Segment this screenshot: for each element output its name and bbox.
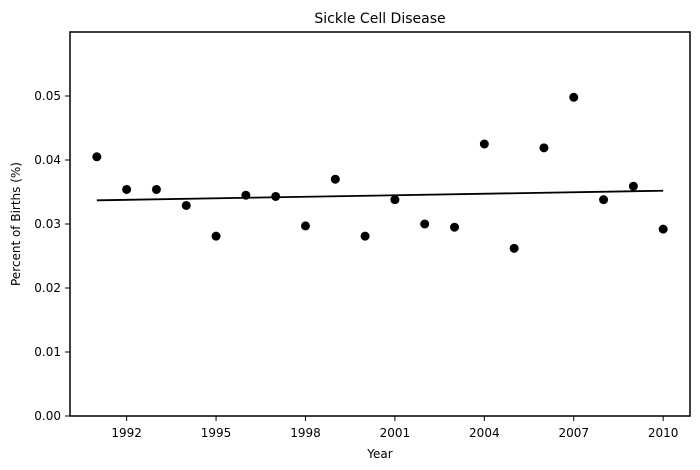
y-tick-label: 0.00 [34, 409, 61, 423]
data-point [390, 195, 400, 205]
chart-title: Sickle Cell Disease [314, 11, 445, 27]
data-point [420, 219, 430, 229]
y-axis-label: Percent of Births (%) [9, 162, 23, 286]
data-point [92, 152, 102, 162]
data-point [628, 181, 638, 191]
x-tick-label: 1995 [201, 426, 232, 440]
y-tick-label: 0.01 [34, 345, 61, 359]
data-point [151, 184, 161, 194]
x-tick-label: 2007 [558, 426, 589, 440]
data-point [569, 92, 579, 102]
plot-frame [69, 31, 691, 417]
data-point [300, 221, 310, 231]
data-point [599, 195, 609, 205]
data-point [122, 184, 132, 194]
plot-area: 1992 1995 1998 2001 2004 2007 2010 0.00 0.01 0.02… [34, 31, 691, 440]
x-tick-label: 2004 [469, 426, 500, 440]
data-point [181, 200, 191, 210]
y-tick-label: 0.04 [34, 153, 61, 167]
data-point [330, 174, 340, 184]
x-axis-label: Year [366, 447, 392, 461]
data-point [539, 143, 549, 153]
y-tick-label: 0.03 [34, 217, 61, 231]
data-point [658, 224, 668, 234]
y-tick-label: 0.05 [34, 89, 61, 103]
x-tick-label: 1998 [290, 426, 321, 440]
data-point [479, 139, 489, 149]
data-point [271, 191, 281, 201]
x-tick-label: 1992 [111, 426, 142, 440]
y-tick-label: 0.02 [34, 281, 61, 295]
trend-line [96, 189, 664, 202]
data-point [211, 231, 221, 241]
x-tick-label: 2001 [380, 426, 411, 440]
data-point [360, 231, 370, 241]
x-tick-label: 2010 [648, 426, 679, 440]
data-point [241, 190, 251, 200]
data-point [509, 243, 519, 253]
data-point [450, 222, 460, 232]
